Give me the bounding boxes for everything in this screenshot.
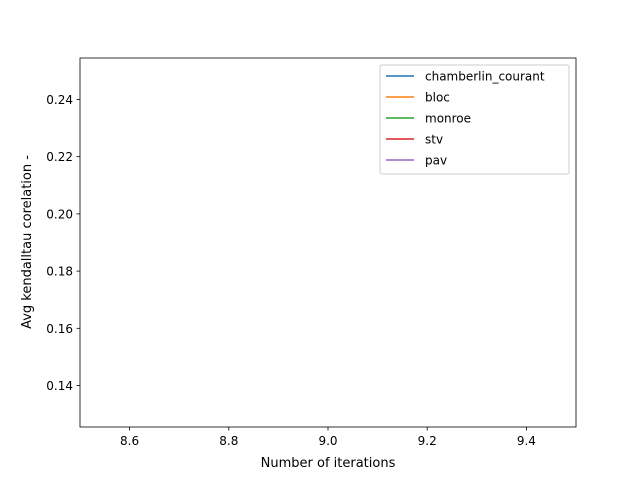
x-tick-label: 8.6: [120, 434, 139, 448]
x-tick-label: 9.2: [418, 434, 437, 448]
y-tick-label: 0.22: [46, 150, 73, 164]
x-tick-label: 9.0: [318, 434, 337, 448]
y-tick-label: 0.20: [46, 207, 73, 221]
x-axis-label: Number of iterations: [261, 456, 396, 471]
y-tick-label: 0.24: [46, 93, 73, 107]
plot-frame: [79, 57, 577, 428]
legend-label-pav: pav: [425, 154, 447, 168]
axes: 8.6 8.8 9.0 9.2 9.4 0.14 0.16 0.18 0.20 0.22 0.24: [46, 57, 577, 448]
legend-label-stv: stv: [425, 133, 443, 147]
y-tick-label: 0.18: [46, 265, 73, 279]
y-tick-label: 0.14: [46, 379, 73, 393]
x-tick-label: 9.4: [517, 434, 536, 448]
legend-label-monroe: monroe: [425, 112, 471, 126]
legend-label-chamberlin_courant: chamberlin_courant: [425, 70, 545, 84]
y-axis-label: Avg kendalltau corelation -: [20, 155, 35, 329]
legend-label-bloc: bloc: [425, 91, 450, 105]
x-tick-label: 8.8: [219, 434, 238, 448]
y-tick-label: 0.16: [46, 322, 73, 336]
legend-frame: [379, 64, 570, 175]
